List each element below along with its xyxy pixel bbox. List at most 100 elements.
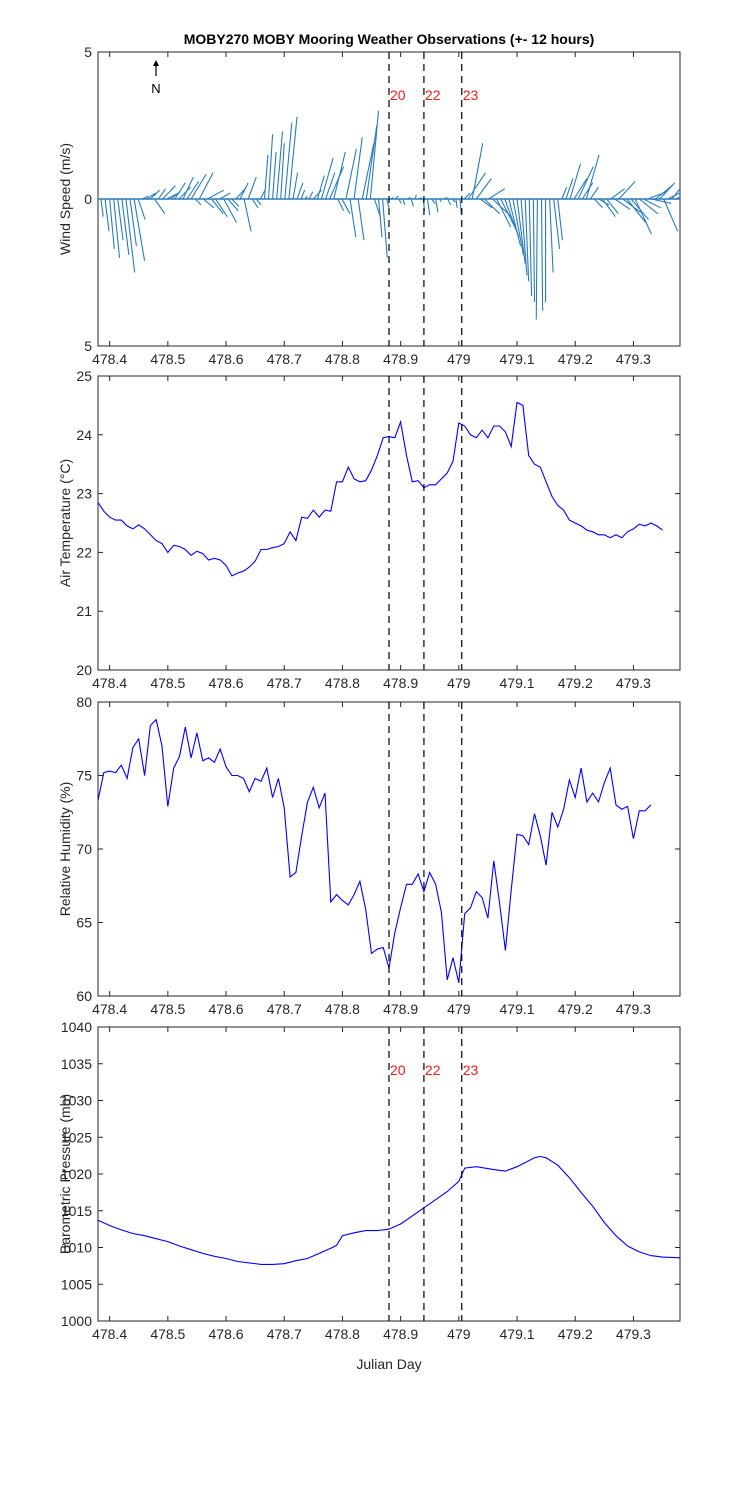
wind-vector (325, 172, 336, 200)
pressure-plot-area (98, 1155, 680, 1265)
wind-marker-label: 22 (425, 87, 441, 103)
wind-xtick-label: 478.5 (150, 351, 185, 367)
wind-vector (231, 198, 240, 207)
wind-marker-label: 20 (390, 87, 406, 103)
wind-vector (186, 181, 200, 200)
wind-vector (553, 198, 561, 250)
pressure-xtick-label: 479.3 (616, 1326, 651, 1342)
wind-vector (496, 198, 512, 228)
wind-vector (100, 198, 104, 217)
wind-vector (202, 198, 215, 209)
pressure-xtick-label: 479.2 (558, 1326, 593, 1342)
humidity-xtick-label: 479.3 (616, 1001, 651, 1017)
wind-vector (341, 198, 351, 214)
wind-plot-area (98, 110, 680, 320)
airtemp-ytick-label: 23 (76, 486, 92, 502)
humidity-series-line (98, 718, 652, 983)
wind-vector (369, 110, 380, 200)
wind-vector (174, 182, 186, 200)
pressure-series-line (98, 1155, 680, 1265)
wind-vector (439, 198, 442, 203)
wind-vector (320, 157, 334, 200)
wind-vector (304, 195, 308, 200)
wind-vector (675, 196, 680, 200)
wind-vector (659, 182, 676, 200)
humidity-xtick-label: 478.6 (209, 1001, 244, 1017)
airtemp-ytick-label: 22 (76, 544, 92, 560)
pressure-ytick-label: 1000 (61, 1313, 92, 1329)
wind-vector (598, 198, 610, 206)
wind-vector (329, 166, 345, 200)
north-label: N (151, 81, 160, 96)
wind-vector (109, 198, 115, 250)
airtemp-xtick-label: 479.2 (558, 675, 593, 691)
wind-vector (263, 154, 269, 200)
airtemp-plot-area (98, 401, 663, 577)
chart-panels: 478.4 478.5 478.6 478.7 478.8 478.9 479 479.1 47… (57, 44, 681, 1342)
wind-ytick-label: 5 (84, 44, 92, 60)
humidity-ytick-label: 65 (76, 915, 92, 931)
wind-vector (300, 189, 306, 200)
wind-xtick-label: 478.4 (92, 351, 127, 367)
airtemp-xtick-label: 478.7 (267, 675, 302, 691)
wind-vector (243, 198, 252, 232)
pressure-xtick-label: 478.8 (325, 1326, 360, 1342)
wind-vector (602, 198, 616, 217)
wind-vector (535, 198, 538, 320)
wind-vector (219, 192, 231, 200)
wind-vector (512, 198, 524, 255)
wind-vector (357, 198, 365, 241)
wind-vector (178, 186, 191, 200)
humidity-plot-area (98, 718, 652, 983)
airtemp-ytick-label: 25 (76, 368, 92, 384)
pressure-marker-label: 23 (463, 1062, 479, 1078)
wind-vector (410, 198, 414, 207)
airtemp-panel: 478.4 478.5 478.6 478.7 478.8 478.9 479 479.1 47… (57, 368, 681, 691)
airtemp-xtick-label: 478.9 (383, 675, 418, 691)
wind-vector (251, 198, 259, 209)
humidity-xtick-label: 479 (447, 1001, 471, 1017)
airtemp-xtick-label: 478.6 (209, 675, 244, 691)
wind-vector (150, 189, 161, 200)
wind-vector (406, 197, 411, 200)
wind-vector (643, 198, 662, 209)
wind-xtick-label: 478.6 (209, 351, 244, 367)
wind-vector (431, 198, 436, 204)
pressure-ytick-label: 1030 (61, 1093, 92, 1109)
wind-vector (480, 198, 493, 209)
wind-vector (239, 182, 249, 200)
wind-vector (626, 198, 647, 223)
wind-vector (524, 198, 530, 282)
wind-vector (528, 198, 533, 297)
wind-vector (154, 198, 166, 215)
airtemp-ytick-label: 24 (76, 427, 92, 443)
wind-xtick-label: 478.8 (325, 351, 360, 367)
x-axis-label: Julian Day (356, 1356, 421, 1372)
wind-vector (272, 151, 277, 200)
wind-vector (488, 188, 506, 200)
wind-vector (638, 198, 659, 215)
wind-vector (280, 143, 285, 200)
airtemp-xtick-label: 478.8 (325, 675, 360, 691)
wind-vector (345, 148, 357, 200)
wind-vector (113, 198, 121, 258)
airtemp-xtick-label: 478.5 (150, 675, 185, 691)
wind-vector (337, 198, 345, 212)
pressure-xtick-label: 478.5 (150, 1326, 185, 1342)
wind-vector (459, 198, 462, 214)
wind-vector (117, 198, 124, 241)
wind-vector (211, 198, 224, 215)
wind-vector (104, 198, 110, 232)
wind-vector (585, 154, 600, 200)
wind-vector (227, 198, 239, 212)
wind-vector (651, 198, 672, 204)
wind-ytick-label: 5 (84, 338, 92, 354)
pressure-panel: 478.4 478.5 478.6 478.7 478.8 478.9 479 479.1 47… (57, 1019, 681, 1342)
humidity-xtick-label: 478.5 (150, 1001, 185, 1017)
wind-vector (540, 198, 544, 311)
pressure-ylabel: Barometric Pressure (mb) (57, 1094, 73, 1254)
humidity-xtick-label: 479.2 (558, 1001, 593, 1017)
pressure-ytick-label: 1035 (61, 1056, 92, 1072)
pressure-xtick-label: 479 (447, 1326, 471, 1342)
wind-vector (516, 198, 526, 264)
